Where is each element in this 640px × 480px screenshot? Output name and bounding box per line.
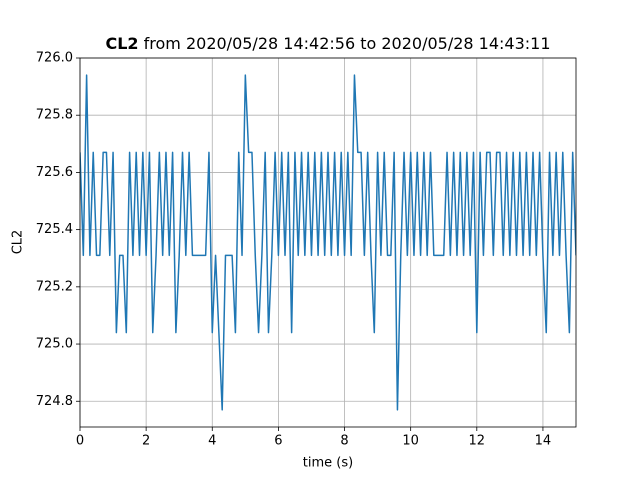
x-tick-label: 12 xyxy=(469,434,486,449)
data-line xyxy=(80,74,576,411)
x-axis-label: time (s) xyxy=(303,456,353,471)
x-tick-label: 8 xyxy=(340,434,348,449)
y-tick-label: 725.0 xyxy=(36,337,73,352)
y-tick-label: 725.4 xyxy=(36,222,73,237)
title-bold: CL2 xyxy=(105,34,138,53)
x-tick-label: 10 xyxy=(402,434,419,449)
y-tick-label: 726.0 xyxy=(36,51,73,66)
x-tick-label: 0 xyxy=(76,434,84,449)
y-tick-label: 724.8 xyxy=(36,394,73,409)
y-tick-label: 725.8 xyxy=(36,108,73,123)
chart-title: CL2 from 2020/05/28 14:42:56 to 2020/05/… xyxy=(105,34,550,53)
y-tick-label: 725.2 xyxy=(36,279,73,294)
x-tick-label: 14 xyxy=(535,434,552,449)
y-tick-label: 725.6 xyxy=(36,165,73,180)
title-rest: from 2020/05/28 14:42:56 to 2020/05/28 1… xyxy=(144,34,551,53)
y-axis-label: CL2 xyxy=(11,230,26,255)
x-tick-label: 2 xyxy=(142,434,150,449)
axes-frame xyxy=(79,57,577,428)
x-tick-label: 4 xyxy=(208,434,216,449)
x-tick-label: 6 xyxy=(274,434,282,449)
